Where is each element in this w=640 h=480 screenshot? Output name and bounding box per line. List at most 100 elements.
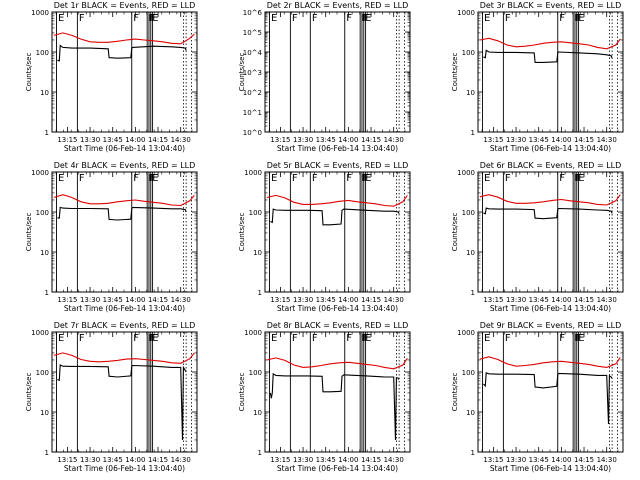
series-black bbox=[57, 364, 187, 441]
x-axis-label: Start Time (06-Feb-14 13:04:40) bbox=[277, 304, 398, 313]
marker-label: F bbox=[79, 173, 85, 184]
y-tick-label: 100 bbox=[36, 49, 49, 57]
marker-label: E bbox=[578, 13, 584, 24]
x-tick-label: 14:30 bbox=[597, 456, 617, 464]
panel-det-8: Det 8r BLACK = Events, RED = LLD 1 10 100 10… bbox=[238, 321, 411, 473]
panel-det-1: Det 1r BLACK = Events, RED = LLD 1 10 100 10… bbox=[25, 1, 198, 153]
marker-label: F bbox=[362, 333, 368, 344]
panel-det-4: Det 4r BLACK = Events, RED = LLD 1 10 100 10… bbox=[25, 161, 198, 313]
marker-label: F bbox=[149, 333, 155, 344]
plot-frame bbox=[477, 171, 624, 293]
marker-label: F bbox=[346, 333, 352, 344]
x-tick-label: 13:45 bbox=[103, 296, 123, 304]
x-tick-label: 14:15 bbox=[148, 136, 168, 144]
x-tick-label: 14:00 bbox=[125, 456, 145, 464]
panel-det-5: Det 5r BLACK = Events, RED = LLD 1 10 100 10… bbox=[238, 161, 411, 313]
series-black bbox=[483, 207, 613, 220]
y-tick-label: 100 bbox=[36, 209, 49, 217]
marker-label: F bbox=[292, 173, 298, 184]
marker-label: F bbox=[559, 173, 565, 184]
x-tick-label: 14:00 bbox=[125, 296, 145, 304]
x-tick-label: 13:15 bbox=[270, 136, 290, 144]
x-tick-label: 14:15 bbox=[574, 456, 594, 464]
x-tick-label: 14:30 bbox=[597, 296, 617, 304]
plot-frame bbox=[264, 331, 411, 453]
y-tick-label: 100 bbox=[249, 209, 262, 217]
y-tick-label: 1000 bbox=[457, 9, 475, 17]
y-tick-label: 10^5 bbox=[243, 29, 262, 37]
series-red bbox=[53, 352, 195, 364]
x-tick-label: 13:30 bbox=[80, 456, 100, 464]
marker-label: F bbox=[575, 173, 581, 184]
marker-label: F bbox=[363, 13, 369, 24]
marker-label: F bbox=[292, 13, 298, 24]
x-tick-label: 13:30 bbox=[293, 456, 313, 464]
x-axis-label: Start Time (06-Feb-14 13:04:40) bbox=[277, 464, 398, 473]
y-tick-label: 10 bbox=[253, 249, 262, 257]
x-tick-label: 14:00 bbox=[551, 296, 571, 304]
y-tick-label: 100 bbox=[249, 369, 262, 377]
x-tick-label: 13:15 bbox=[483, 456, 503, 464]
y-tick-label: 10 bbox=[253, 409, 262, 417]
x-axis-label: Start Time (06-Feb-14 13:04:40) bbox=[277, 144, 398, 153]
marker-label: F bbox=[133, 333, 139, 344]
x-tick-label: 13:15 bbox=[57, 136, 77, 144]
plot-frame bbox=[264, 11, 411, 133]
marker-label: F bbox=[79, 333, 85, 344]
marker-label: E bbox=[152, 173, 158, 184]
y-tick-label: 10^4 bbox=[243, 49, 263, 57]
x-tick-label: 13:30 bbox=[506, 296, 526, 304]
marker-label: E bbox=[58, 13, 64, 24]
marker-label: E bbox=[271, 173, 277, 184]
panel-title: Det 9r BLACK = Events, RED = LLD bbox=[480, 321, 622, 330]
series-red bbox=[479, 194, 621, 206]
marker-label: E bbox=[484, 333, 490, 344]
marker-label: E bbox=[484, 13, 490, 24]
x-tick-label: 14:00 bbox=[338, 296, 358, 304]
x-tick-label: 13:15 bbox=[57, 296, 77, 304]
y-tick-label: 1000 bbox=[457, 329, 475, 337]
x-tick-label: 14:15 bbox=[361, 296, 381, 304]
x-tick-label: 13:30 bbox=[293, 136, 313, 144]
x-tick-label: 14:15 bbox=[574, 296, 594, 304]
marker-label: F bbox=[575, 333, 581, 344]
y-tick-label: 10 bbox=[466, 409, 475, 417]
x-tick-label: 14:30 bbox=[384, 296, 404, 304]
marker-label: F bbox=[150, 333, 156, 344]
y-tick-label: 1 bbox=[471, 129, 475, 137]
y-tick-label: 1000 bbox=[244, 169, 262, 177]
y-tick-label: 10 bbox=[40, 409, 49, 417]
marker-label: E bbox=[58, 333, 64, 344]
x-tick-label: 14:15 bbox=[361, 456, 381, 464]
y-tick-label: 100 bbox=[462, 369, 475, 377]
x-tick-label: 13:15 bbox=[57, 456, 77, 464]
y-tick-label: 10^3 bbox=[243, 69, 262, 77]
series-red bbox=[266, 357, 408, 370]
x-tick-label: 13:45 bbox=[316, 136, 336, 144]
marker-label: F bbox=[346, 173, 352, 184]
y-tick-label: 1000 bbox=[31, 9, 49, 17]
marker-label: F bbox=[312, 13, 318, 24]
panel-title: Det 2r BLACK = Events, RED = LLD bbox=[267, 1, 409, 10]
x-tick-label: 14:15 bbox=[361, 136, 381, 144]
series-red bbox=[53, 194, 195, 207]
plot-frame bbox=[51, 331, 198, 453]
series-black bbox=[57, 44, 187, 62]
y-tick-label: 1 bbox=[471, 289, 475, 297]
marker-label: F bbox=[505, 13, 511, 24]
x-tick-label: 13:15 bbox=[270, 456, 290, 464]
y-axis-label: Counts/sec bbox=[238, 53, 246, 92]
x-tick-label: 13:45 bbox=[103, 136, 123, 144]
marker-label: E bbox=[271, 333, 277, 344]
y-tick-label: 10 bbox=[40, 89, 49, 97]
y-tick-label: 10 bbox=[466, 89, 475, 97]
x-axis-label: Start Time (06-Feb-14 13:04:40) bbox=[64, 304, 185, 313]
marker-label: F bbox=[79, 13, 85, 24]
y-tick-label: 1 bbox=[258, 449, 262, 457]
y-tick-label: 1 bbox=[45, 289, 49, 297]
marker-label: E bbox=[578, 333, 584, 344]
marker-label: F bbox=[576, 333, 582, 344]
marker-label: E bbox=[365, 13, 371, 24]
panel-title: Det 7r BLACK = Events, RED = LLD bbox=[54, 321, 196, 330]
marker-label: F bbox=[363, 173, 369, 184]
